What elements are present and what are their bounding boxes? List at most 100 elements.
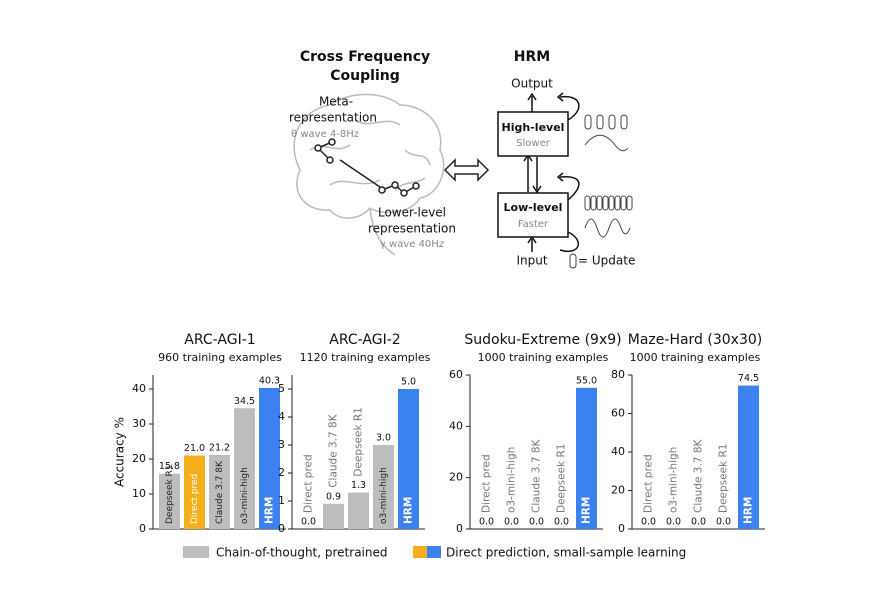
category-label: Deepseek R1 bbox=[353, 407, 365, 476]
legend-swatch bbox=[183, 546, 209, 558]
category-label: Direct pred bbox=[190, 474, 200, 524]
bar bbox=[259, 387, 280, 529]
y-tick-label: 40 bbox=[132, 382, 146, 395]
meta-label: representation bbox=[289, 111, 377, 125]
low-box bbox=[497, 192, 569, 238]
meta-wave: θ wave 4-8Hz bbox=[291, 129, 359, 140]
bar bbox=[576, 387, 597, 529]
value-label: 0.0 bbox=[529, 517, 544, 528]
y-tick-label: 40 bbox=[611, 445, 625, 458]
hrm-title: HRM bbox=[514, 49, 550, 65]
chart-title: ARC-AGI-1 bbox=[184, 332, 255, 348]
category-label: Claude 3.7 8K bbox=[328, 413, 340, 488]
y-tick-label: 20 bbox=[449, 471, 463, 484]
bar bbox=[159, 473, 180, 529]
y-tick-label: 0 bbox=[139, 522, 146, 535]
value-label: 0.0 bbox=[691, 517, 706, 528]
chart-subtitle: 960 training examples bbox=[158, 351, 282, 364]
value-label: 0.0 bbox=[666, 517, 681, 528]
meta-label: Meta- bbox=[319, 95, 353, 109]
value-label: 0.9 bbox=[326, 491, 341, 502]
bar bbox=[398, 389, 419, 529]
chart-title: Maze-Hard (30x30) bbox=[628, 332, 762, 348]
y-tick-label: 4 bbox=[278, 410, 285, 423]
bar bbox=[234, 408, 255, 529]
legend-label: Direct prediction, small-sample learning bbox=[446, 546, 686, 560]
value-label: 0.0 bbox=[716, 517, 731, 528]
bar bbox=[323, 503, 344, 529]
high-label: High-level bbox=[502, 121, 565, 134]
brain-title: Coupling bbox=[330, 68, 399, 84]
low-label: Low-level bbox=[504, 201, 563, 214]
category-label: Deepseek R1 bbox=[556, 444, 568, 513]
value-label: 40.3 bbox=[259, 375, 280, 386]
lower-wave: γ wave 40Hz bbox=[380, 239, 444, 250]
legend-swatch bbox=[427, 546, 441, 558]
value-label: 15.8 bbox=[159, 461, 180, 472]
category-label: Direct pred bbox=[303, 454, 315, 513]
value-label: 0.0 bbox=[301, 517, 316, 528]
category-label: Claude 3.7 8K bbox=[215, 460, 225, 524]
chart-subtitle: 1000 training examples bbox=[630, 351, 761, 364]
bar bbox=[373, 445, 394, 529]
y-tick-label: 20 bbox=[611, 484, 625, 497]
category-label: HRM bbox=[264, 497, 276, 524]
value-label: 55.0 bbox=[576, 375, 597, 386]
y-tick-label: 0 bbox=[456, 522, 463, 535]
y-tick-label: 80 bbox=[611, 368, 625, 381]
y-axis-label: Accuracy % bbox=[113, 417, 127, 487]
y-tick-label: 5 bbox=[278, 382, 285, 395]
chart-subtitle: 1120 training examples bbox=[300, 351, 431, 364]
double-arrow bbox=[443, 158, 490, 182]
category-label: Claude 3.7 8K bbox=[531, 438, 543, 513]
category-label: HRM bbox=[403, 497, 415, 524]
y-tick-label: 20 bbox=[132, 452, 146, 465]
category-label: Direct pred bbox=[481, 454, 493, 513]
lower-label: Lower-level bbox=[378, 206, 446, 220]
lower-label: representation bbox=[368, 222, 456, 236]
category-label: HRM bbox=[743, 497, 755, 524]
category-label: Claude 3.7 8K bbox=[693, 438, 705, 513]
y-tick-label: 30 bbox=[132, 417, 146, 430]
hrm-arrows bbox=[523, 92, 580, 253]
category-label: Deepseek R1 bbox=[165, 464, 175, 524]
value-label: 21.0 bbox=[184, 443, 205, 454]
y-tick-label: 60 bbox=[449, 368, 463, 381]
y-tick-label: 40 bbox=[449, 419, 463, 432]
high-speed: Slower bbox=[516, 138, 551, 149]
brain-graph bbox=[314, 138, 420, 197]
bar bbox=[348, 492, 369, 529]
value-label: 5.0 bbox=[401, 377, 416, 388]
y-tick-label: 0 bbox=[618, 522, 625, 535]
bar bbox=[184, 455, 205, 529]
update-label: = Update bbox=[578, 254, 635, 268]
update-pills bbox=[569, 114, 633, 269]
value-label: 0.0 bbox=[554, 517, 569, 528]
chart-subtitle: 1000 training examples bbox=[478, 351, 609, 364]
value-label: 0.0 bbox=[479, 517, 494, 528]
legend-label: Chain-of-thought, pretrained bbox=[216, 546, 388, 560]
value-label: 3.0 bbox=[376, 433, 391, 444]
chart-title: ARC-AGI-2 bbox=[329, 332, 400, 348]
value-label: 1.3 bbox=[351, 480, 366, 491]
high-box bbox=[497, 111, 569, 157]
category-label: o3-mini-high bbox=[668, 447, 680, 513]
y-tick-label: 2 bbox=[278, 466, 285, 479]
value-label: 0.0 bbox=[641, 517, 656, 528]
category-label: HRM bbox=[581, 497, 593, 524]
category-label: Direct pred bbox=[643, 454, 655, 513]
value-label: 74.5 bbox=[738, 373, 759, 384]
value-label: 21.2 bbox=[209, 442, 230, 453]
value-label: 34.5 bbox=[234, 396, 255, 407]
bar bbox=[209, 454, 230, 529]
value-label: 0.0 bbox=[504, 517, 519, 528]
y-tick-label: 60 bbox=[611, 407, 625, 420]
bar bbox=[738, 385, 759, 529]
legend-swatch bbox=[413, 546, 427, 558]
brain-title: Cross Frequency bbox=[300, 49, 430, 65]
y-tick-label: 10 bbox=[132, 487, 146, 500]
y-tick-label: 3 bbox=[278, 438, 285, 451]
output-label: Output bbox=[511, 77, 553, 91]
chart-title: Sudoku-Extreme (9x9) bbox=[464, 332, 621, 348]
